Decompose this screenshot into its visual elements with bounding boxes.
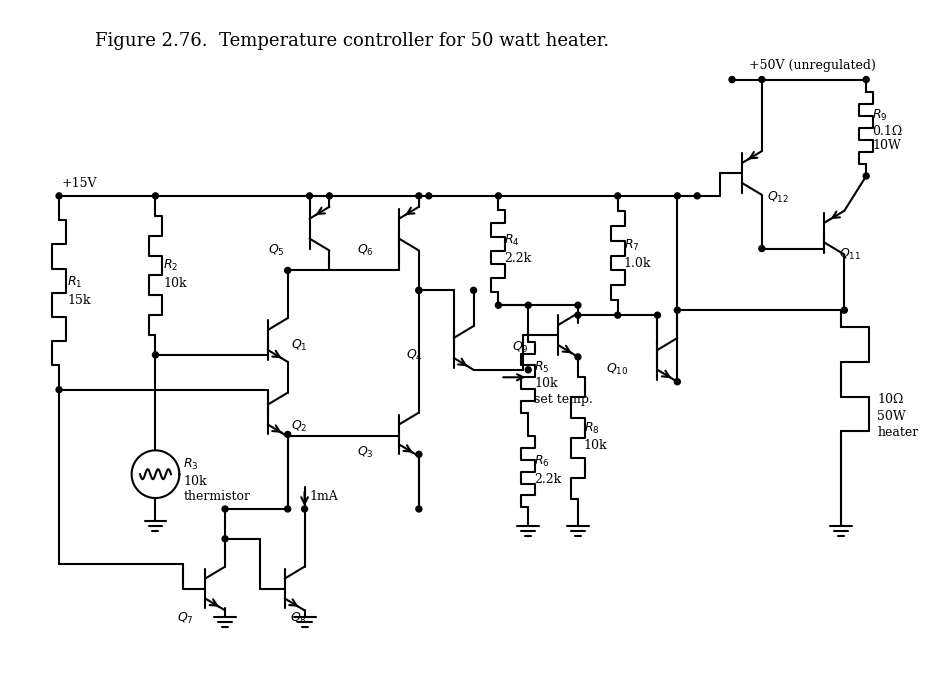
Text: $R_7$: $R_7$ (623, 238, 639, 253)
Circle shape (415, 506, 422, 512)
Text: Figure 2.76.  Temperature controller for 50 watt heater.: Figure 2.76. Temperature controller for … (95, 33, 608, 50)
Text: 1.0k: 1.0k (623, 257, 651, 270)
Circle shape (56, 387, 62, 392)
Circle shape (862, 77, 869, 83)
Circle shape (285, 431, 290, 437)
Circle shape (285, 506, 290, 512)
Text: $R_3$: $R_3$ (184, 457, 198, 472)
Text: $R_6$: $R_6$ (534, 454, 550, 469)
Text: $Q_2$: $Q_2$ (290, 419, 307, 434)
Circle shape (222, 506, 228, 512)
Circle shape (415, 287, 422, 293)
Text: 10k: 10k (583, 439, 607, 452)
Circle shape (674, 193, 679, 199)
Text: set temp.: set temp. (534, 392, 592, 405)
Circle shape (614, 312, 620, 318)
Circle shape (326, 193, 332, 199)
Text: $Q_{11}$: $Q_{11}$ (839, 247, 860, 262)
Circle shape (495, 302, 501, 308)
Text: $R_4$: $R_4$ (504, 233, 519, 248)
Text: +15V: +15V (62, 177, 97, 190)
Text: 2.2k: 2.2k (504, 252, 531, 265)
Text: $R_8$: $R_8$ (583, 420, 599, 435)
Circle shape (425, 193, 431, 199)
Circle shape (614, 193, 620, 199)
Text: $R_9$: $R_9$ (871, 108, 887, 124)
Text: $Q_5$: $Q_5$ (268, 243, 285, 258)
Text: 10Ω: 10Ω (876, 393, 903, 406)
Circle shape (525, 302, 530, 308)
Circle shape (415, 287, 422, 293)
Text: heater: heater (876, 426, 918, 439)
Circle shape (301, 506, 307, 512)
Circle shape (758, 77, 764, 83)
Text: $R_2$: $R_2$ (163, 258, 179, 273)
Circle shape (415, 193, 422, 199)
Text: $Q_1$: $Q_1$ (290, 337, 307, 352)
Circle shape (674, 379, 679, 385)
Text: 2.2k: 2.2k (534, 473, 561, 486)
Circle shape (415, 452, 422, 457)
Circle shape (693, 193, 700, 199)
Circle shape (654, 312, 660, 318)
Text: 15k: 15k (67, 294, 91, 307)
Circle shape (729, 77, 734, 83)
Text: $R_1$: $R_1$ (67, 275, 83, 291)
Circle shape (470, 287, 476, 293)
Circle shape (841, 307, 846, 313)
Text: $Q_{10}$: $Q_{10}$ (605, 363, 628, 378)
Text: +50V (unregulated): +50V (unregulated) (748, 59, 875, 72)
Text: 10k: 10k (534, 377, 557, 390)
Text: $Q_3$: $Q_3$ (357, 445, 374, 460)
Circle shape (285, 268, 290, 274)
Text: 0.1Ω: 0.1Ω (871, 125, 901, 139)
Text: $Q_6$: $Q_6$ (357, 243, 374, 258)
Circle shape (56, 193, 62, 199)
Circle shape (758, 246, 764, 251)
Circle shape (862, 173, 869, 179)
Circle shape (575, 354, 580, 360)
Circle shape (152, 193, 159, 199)
Circle shape (575, 312, 580, 318)
Circle shape (525, 367, 530, 373)
Text: $Q_8$: $Q_8$ (289, 611, 306, 626)
Circle shape (575, 302, 580, 308)
Text: 10k: 10k (184, 475, 207, 488)
Circle shape (152, 352, 159, 358)
Text: 10W: 10W (871, 139, 900, 152)
Circle shape (674, 307, 679, 313)
Text: 1mA: 1mA (310, 490, 338, 502)
Text: $R_5$: $R_5$ (534, 360, 549, 375)
Text: 10k: 10k (163, 277, 187, 290)
Text: $Q_7$: $Q_7$ (177, 611, 194, 626)
Text: $Q_9$: $Q_9$ (512, 340, 528, 354)
Text: $Q_{12}$: $Q_{12}$ (766, 190, 788, 205)
Text: thermistor: thermistor (184, 490, 250, 502)
Text: 50W: 50W (876, 410, 905, 423)
Circle shape (222, 536, 228, 542)
Circle shape (306, 193, 312, 199)
Circle shape (495, 193, 501, 199)
Text: $Q_4$: $Q_4$ (405, 348, 423, 363)
